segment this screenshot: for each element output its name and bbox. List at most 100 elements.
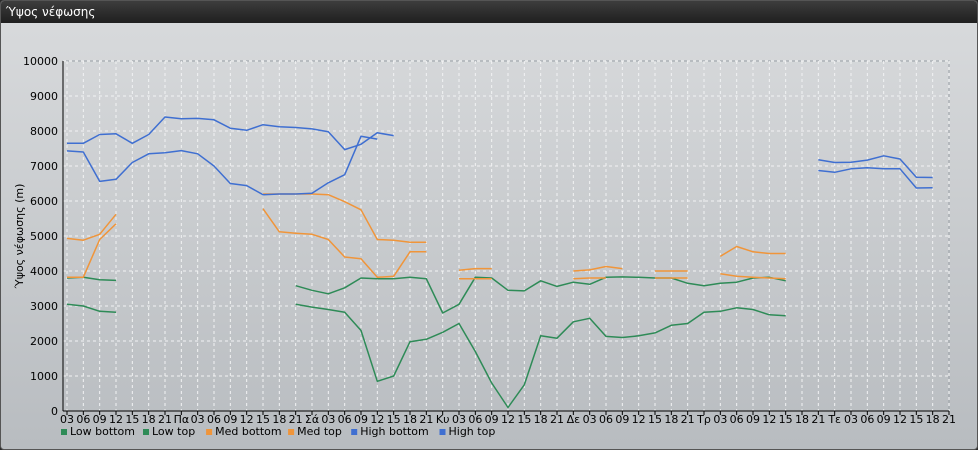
series-line <box>67 223 117 279</box>
series-line <box>818 155 933 179</box>
x-tick-label: 18 <box>142 413 156 426</box>
x-tick-label: 21 <box>681 413 695 426</box>
y-axis-label: Ύψος νέφωσης (m) <box>13 184 26 290</box>
x-tick-label: Κυ <box>436 413 450 426</box>
x-tick-label: 18 <box>403 413 417 426</box>
x-tick-label: 21 <box>289 413 303 426</box>
x-tick-label: 09 <box>223 413 237 426</box>
x-tick-label: 03 <box>191 413 205 426</box>
y-tick-label: 9000 <box>30 90 58 103</box>
x-tick-label: Σά <box>305 413 319 426</box>
legend-label: High top <box>449 425 496 438</box>
series-med-top <box>66 193 786 272</box>
y-tick-label: 1000 <box>30 370 58 383</box>
y-tick-label: 6000 <box>30 195 58 208</box>
x-tick-label: 06 <box>860 413 874 426</box>
y-tick-label: 10000 <box>23 55 58 68</box>
x-tick-label: 09 <box>877 413 891 426</box>
series-line <box>720 273 786 280</box>
grid <box>62 60 950 412</box>
x-tick-label: 03 <box>844 413 858 426</box>
x-tick-label: 09 <box>93 413 107 426</box>
x-tick-label: 18 <box>664 413 678 426</box>
x-tick-label: 09 <box>615 413 629 426</box>
legend-swatch <box>288 429 295 435</box>
legend-item: High bottom <box>351 425 429 438</box>
legend-item: Med top <box>288 425 342 438</box>
y-tick-label: 3000 <box>30 300 58 313</box>
x-tick-label: 18 <box>926 413 940 426</box>
legend-label: High bottom <box>360 425 429 438</box>
x-tick-label: 21 <box>942 413 956 426</box>
legend-item: Low top <box>143 425 195 438</box>
title-bar: Ύψος νέφωσης <box>1 1 977 23</box>
series-line <box>66 303 117 314</box>
series-line <box>262 208 427 279</box>
y-tick-label: 7000 <box>30 160 58 173</box>
x-tick-label: 12 <box>501 413 515 426</box>
x-tick-label: 15 <box>387 413 401 426</box>
legend-swatch <box>143 429 149 435</box>
x-tick-label: Πα <box>174 413 190 426</box>
series-line <box>66 135 378 196</box>
x-tick-label: 21 <box>158 413 172 426</box>
x-tick-label: 06 <box>338 413 352 426</box>
x-tick-label: 03 <box>321 413 335 426</box>
y-tick-label: 4000 <box>30 265 58 278</box>
series-line <box>67 116 394 151</box>
legend: Low bottom Low top Med bottom Med top High b… <box>61 425 495 438</box>
x-tick-label: 12 <box>762 413 776 426</box>
x-tick-label: 21 <box>550 413 564 426</box>
series-low-bottom <box>66 303 786 409</box>
x-tick-label: 15 <box>256 413 270 426</box>
y-tick-label: 0 <box>51 405 58 418</box>
x-tick-label: 03 <box>60 413 74 426</box>
x-tick-label: 15 <box>517 413 531 426</box>
legend-item: High top <box>439 425 496 438</box>
series-high-top <box>67 116 933 179</box>
x-tick-label: 06 <box>76 413 90 426</box>
axes: 0 1000 2000 3000 4000 5000 6000 7000 8000 9000 100… <box>23 55 956 426</box>
legend-label: Low bottom <box>70 425 135 438</box>
legend-item: Med bottom <box>206 425 282 438</box>
legend-item: Low bottom <box>61 425 135 438</box>
x-tick-label: 18 <box>272 413 286 426</box>
legend-swatch <box>351 429 358 435</box>
x-tick-label: 03 <box>713 413 727 426</box>
x-tick-label: 09 <box>485 413 499 426</box>
x-tick-label: 15 <box>648 413 662 426</box>
x-tick-label: 09 <box>746 413 760 426</box>
x-tick-label: Τε <box>827 413 841 426</box>
legend-swatch <box>439 429 446 435</box>
series-line <box>818 167 933 189</box>
series-line <box>458 267 492 272</box>
x-tick-label: 09 <box>354 413 368 426</box>
x-tick-label: 06 <box>599 413 613 426</box>
x-tick-label: 21 <box>419 413 433 426</box>
x-tick-label: 12 <box>370 413 384 426</box>
series-line <box>573 265 623 272</box>
x-tick-label: 12 <box>632 413 646 426</box>
legend-label: Med top <box>297 425 342 438</box>
series-med-bottom <box>67 208 786 280</box>
x-tick-label: 15 <box>125 413 139 426</box>
series-lines <box>66 116 933 409</box>
x-tick-label: 15 <box>909 413 923 426</box>
y-tick-label: 2000 <box>30 335 58 348</box>
x-tick-label: 03 <box>583 413 597 426</box>
series-line <box>66 213 117 241</box>
x-tick-label: 12 <box>240 413 254 426</box>
x-tick-label: 06 <box>207 413 221 426</box>
x-tick-label: 21 <box>811 413 825 426</box>
series-line <box>295 276 786 314</box>
x-tick-label: 06 <box>730 413 744 426</box>
x-tick-label: 18 <box>795 413 809 426</box>
series-line <box>719 245 786 257</box>
y-tick-label: 8000 <box>30 125 58 138</box>
x-tick-label: Δε <box>567 413 581 426</box>
legend-swatch <box>61 429 67 435</box>
series-line <box>573 277 606 280</box>
legend-label: Low top <box>152 425 195 438</box>
x-tick-label: 18 <box>534 413 548 426</box>
